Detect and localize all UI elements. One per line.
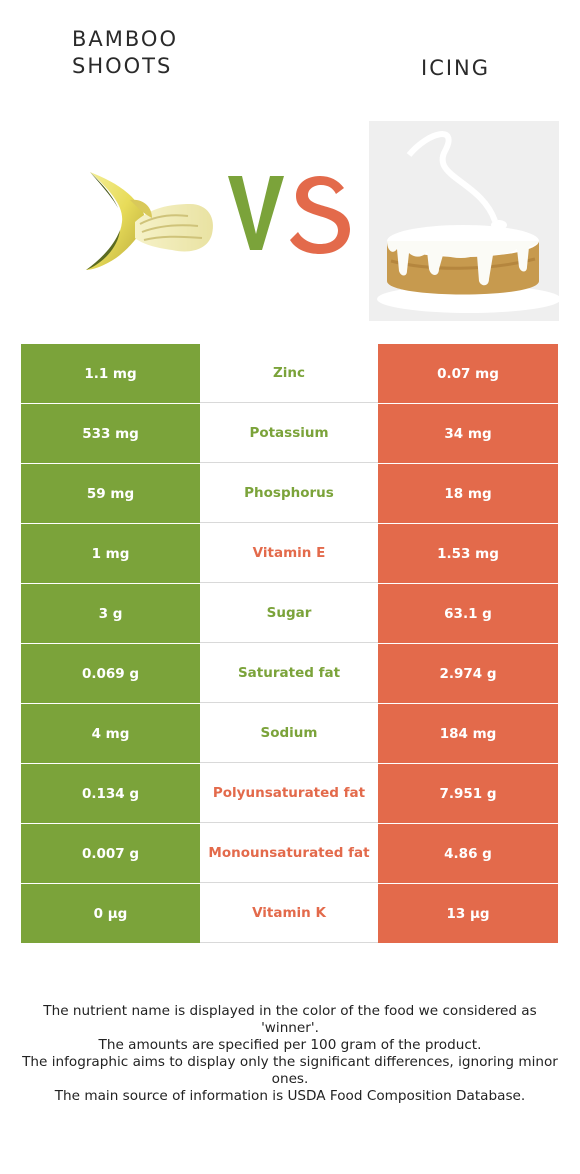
nutrient-name-cell: Vitamin K: [200, 884, 378, 943]
right-value-cell: 7.951 g: [378, 764, 558, 823]
footer-line-1: The nutrient name is displayed in the co…: [43, 1003, 537, 1036]
table-row: 0 µg Vitamin K 13 µg: [21, 884, 558, 943]
nutrient-name-cell: Potassium: [200, 404, 378, 463]
left-value-cell: 1 mg: [21, 524, 200, 583]
nutrient-name-cell: Vitamin E: [200, 524, 378, 583]
right-food-title: ICING: [421, 56, 491, 80]
left-value-cell: 4 mg: [21, 704, 200, 763]
footer-notes: The nutrient name is displayed in the co…: [20, 1003, 560, 1105]
right-value-cell: 1.53 mg: [378, 524, 558, 583]
left-value-cell: 59 mg: [21, 464, 200, 523]
left-food-title-line2: SHOOTS: [72, 54, 173, 78]
footer-line-4: The main source of information is USDA F…: [54, 1088, 526, 1104]
nutrient-name-cell: Polyunsaturated fat: [200, 764, 378, 823]
table-row: 59 mg Phosphorus 18 mg: [21, 464, 558, 524]
left-food-title-line1: BAMBOO: [72, 27, 178, 51]
nutrient-comparison-table: 1.1 mg Zinc 0.07 mg 533 mg Potassium 34 mg 59 …: [21, 344, 558, 943]
left-food-title: BAMBOO SHOOTS: [72, 26, 178, 80]
table-row: 1 mg Vitamin E 1.53 mg: [21, 524, 558, 584]
nutrient-name-cell: Sugar: [200, 584, 378, 643]
right-value-cell: 63.1 g: [378, 584, 558, 643]
left-value-cell: 1.1 mg: [21, 344, 200, 403]
right-value-cell: 4.86 g: [378, 824, 558, 883]
bamboo-shoot-image: [86, 172, 214, 270]
table-row: 533 mg Potassium 34 mg: [21, 404, 558, 464]
icing-cake-image: [369, 121, 559, 321]
nutrient-name-cell: Sodium: [200, 704, 378, 763]
right-value-cell: 13 µg: [378, 884, 558, 943]
left-value-cell: 533 mg: [21, 404, 200, 463]
right-value-cell: 184 mg: [378, 704, 558, 763]
left-value-cell: 0.134 g: [21, 764, 200, 823]
nutrient-name-cell: Saturated fat: [200, 644, 378, 703]
right-value-cell: 18 mg: [378, 464, 558, 523]
nutrient-name-cell: Monounsaturated fat: [200, 824, 378, 883]
right-value-cell: 0.07 mg: [378, 344, 558, 403]
left-value-cell: 3 g: [21, 584, 200, 643]
left-value-cell: 0.069 g: [21, 644, 200, 703]
table-row: 0.007 g Monounsaturated fat 4.86 g: [21, 824, 558, 884]
left-value-cell: 0 µg: [21, 884, 200, 943]
vs-logo: [228, 176, 350, 254]
nutrient-name-cell: Phosphorus: [200, 464, 378, 523]
table-row: 3 g Sugar 63.1 g: [21, 584, 558, 644]
table-row: 0.069 g Saturated fat 2.974 g: [21, 644, 558, 704]
right-value-cell: 2.974 g: [378, 644, 558, 703]
table-row: 1.1 mg Zinc 0.07 mg: [21, 344, 558, 404]
footer-line-3: The infographic aims to display only the…: [22, 1054, 558, 1087]
left-value-cell: 0.007 g: [21, 824, 200, 883]
nutrient-name-cell: Zinc: [200, 344, 378, 403]
footer-line-2: The amounts are specified per 100 gram o…: [98, 1037, 482, 1053]
right-value-cell: 34 mg: [378, 404, 558, 463]
table-row: 0.134 g Polyunsaturated fat 7.951 g: [21, 764, 558, 824]
table-row: 4 mg Sodium 184 mg: [21, 704, 558, 764]
